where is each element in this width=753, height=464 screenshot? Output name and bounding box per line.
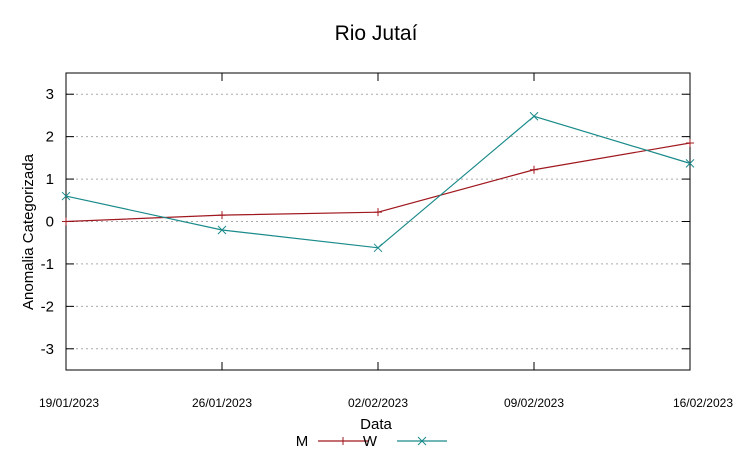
legend-marker-w	[417, 436, 427, 446]
marker-stroke	[373, 243, 383, 253]
legend-label-m: M	[296, 433, 309, 450]
x-tick-label: 02/02/2023	[348, 396, 408, 410]
data-point-w	[217, 225, 227, 235]
y-tick-label: -1	[41, 256, 54, 273]
marker-stroke	[217, 225, 227, 235]
series-line-w	[65, 115, 691, 249]
legend-label-w: W	[363, 433, 378, 450]
y-tick-label: 0	[46, 214, 54, 231]
series-layer	[61, 111, 695, 253]
y-tick-label: 2	[46, 129, 54, 146]
y-tick-label: 3	[46, 86, 54, 103]
x-tick-label: 16/02/2023	[673, 396, 733, 410]
x-tick-label: 09/02/2023	[504, 396, 564, 410]
marker-stroke	[529, 111, 539, 121]
y-tick-label: -3	[41, 341, 54, 358]
data-point-w	[529, 111, 539, 121]
data-point-m	[374, 208, 382, 217]
x-axis-label: Data	[360, 416, 392, 433]
grid-layer	[66, 93, 690, 350]
x-tick-label: 26/01/2023	[192, 396, 252, 410]
data-point-m	[530, 165, 538, 174]
data-point-m	[218, 211, 226, 220]
y-tick-label: 1	[46, 171, 54, 188]
x-tick-label: 19/01/2023	[39, 396, 99, 410]
y-tick-label: -2	[41, 298, 54, 315]
data-point-m	[686, 139, 694, 148]
marker-stroke	[685, 159, 695, 168]
chart-title: Rio Jutaí	[335, 22, 418, 45]
data-point-w	[373, 243, 383, 253]
y-axis-label: Anomalia Categorizada	[20, 153, 37, 310]
data-point-w	[61, 191, 71, 201]
data-point-w	[685, 159, 695, 168]
marker-stroke	[61, 191, 71, 201]
data-point-m	[62, 217, 70, 226]
marker-stroke	[417, 436, 427, 446]
legend-marker-m	[339, 437, 347, 445]
